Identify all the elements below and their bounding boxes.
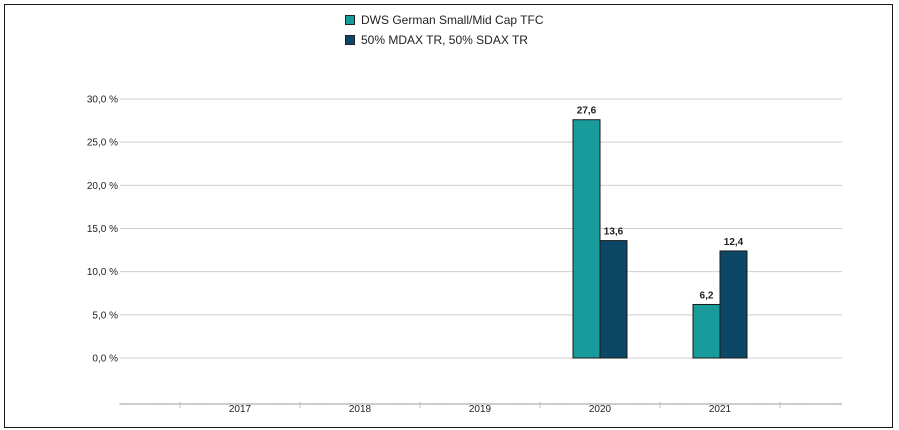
y-tick-label: 10,0 %	[87, 267, 118, 278]
y-tick-label: 15,0 %	[87, 224, 118, 235]
x-tick-label: 2019	[469, 404, 492, 415]
x-tick-label: 2020	[589, 404, 612, 415]
legend-swatch-series-1	[345, 15, 355, 25]
bar	[719, 250, 748, 359]
y-tick-label: 0,0 %	[92, 354, 118, 365]
legend-label-series-1: DWS German Small/Mid Cap TFC	[361, 13, 544, 27]
x-tick-label: 2017	[229, 404, 252, 415]
x-tick-label: 2021	[709, 404, 732, 415]
legend-swatch-series-2	[345, 35, 355, 45]
y-tick-label: 20,0 %	[87, 181, 118, 192]
chart-legend: DWS German Small/Mid Cap TFC 50% MDAX TR…	[345, 10, 543, 50]
legend-label-series-2: 50% MDAX TR, 50% SDAX TR	[361, 33, 528, 47]
data-label: 6,2	[700, 290, 714, 301]
data-label: 12,4	[724, 237, 744, 248]
y-tick-label: 30,0 %	[87, 95, 118, 106]
bar	[599, 240, 628, 359]
bar	[572, 119, 601, 359]
data-label: 13,6	[604, 227, 624, 238]
legend-item-series-2: 50% MDAX TR, 50% SDAX TR	[345, 30, 543, 50]
chart-frame	[4, 4, 893, 428]
x-tick-label: 2018	[349, 404, 372, 415]
legend-item-series-1: DWS German Small/Mid Cap TFC	[345, 10, 543, 30]
bar	[692, 303, 721, 359]
y-tick-label: 25,0 %	[87, 138, 118, 149]
y-tick-label: 5,0 %	[92, 310, 118, 321]
data-label: 27,6	[577, 106, 597, 117]
